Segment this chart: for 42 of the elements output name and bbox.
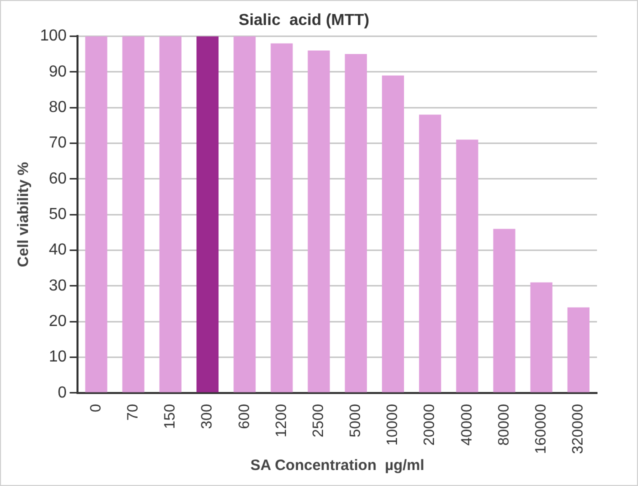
x-tick-label: 80000 — [495, 404, 512, 446]
x-tick-label: 5000 — [347, 404, 364, 438]
chart-title: Sialic acid (MTT) — [238, 12, 370, 30]
bar — [382, 75, 404, 392]
x-axis-title: SA Concentration µg/ml — [250, 457, 424, 474]
bar — [234, 36, 256, 392]
x-tick-label: 2500 — [310, 404, 327, 438]
bar — [196, 36, 219, 392]
y-tick-label: 30 — [48, 277, 67, 294]
bar — [419, 114, 442, 392]
y-axis-title: Cell viability % — [15, 162, 32, 268]
bar — [344, 54, 367, 392]
x-tick-label: 600 — [236, 404, 253, 429]
bar — [85, 36, 108, 392]
bar — [567, 307, 590, 392]
bar — [493, 228, 516, 392]
y-tick-label: 90 — [48, 63, 67, 80]
y-tick-label: 0 — [58, 384, 67, 402]
y-tick-label: 80 — [48, 98, 67, 116]
bar — [456, 140, 478, 392]
x-tick-label: 300 — [198, 404, 216, 429]
bar — [122, 36, 144, 392]
y-tick-label: 70 — [48, 134, 67, 152]
x-tick-label: 150 — [162, 404, 179, 429]
bar — [270, 43, 293, 392]
bar — [308, 50, 330, 392]
bar — [530, 282, 552, 392]
x-tick-label: 1200 — [272, 404, 290, 438]
x-tick-label: 160000 — [532, 404, 550, 454]
x-tick-label: 10000 — [384, 404, 402, 446]
x-tick-label: 320000 — [570, 404, 587, 454]
x-tick-label: 40000 — [458, 404, 476, 446]
x-tick-label: 20000 — [421, 404, 438, 446]
bar — [159, 36, 182, 392]
y-tick-label: 100 — [40, 28, 67, 45]
y-tick-label: 40 — [48, 242, 67, 259]
y-tick-label: 10 — [48, 348, 67, 366]
x-tick-label: 70 — [124, 404, 142, 421]
y-tick-label: 50 — [48, 206, 67, 223]
y-tick-label: 60 — [48, 170, 67, 188]
x-tick-label: 0 — [87, 404, 104, 412]
y-tick-label: 20 — [48, 313, 67, 330]
